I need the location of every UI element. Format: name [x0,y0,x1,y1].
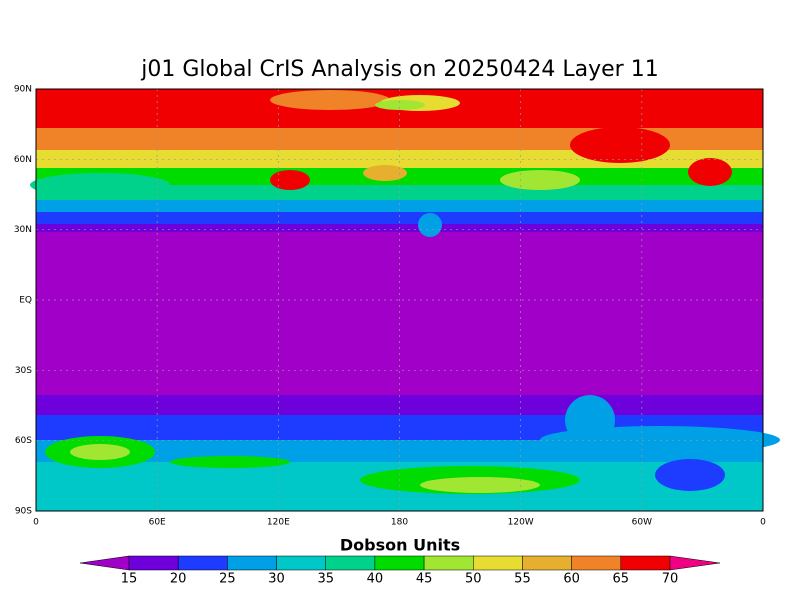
contour-blob [688,158,732,186]
colorbar-tick-label: 70 [662,572,679,587]
colorbar-box [325,555,376,571]
contour-blob [570,127,670,163]
colorbar-label: Dobson Units [340,536,460,555]
colorbar-box [177,555,228,571]
colorbar-tick-label: 60 [563,572,580,587]
colorbar-high-extend [669,555,721,571]
colorbar-box [227,555,277,571]
colorbar-tick-label: 25 [219,572,236,587]
colorbar-box [276,555,326,571]
colorbar-box [571,555,622,571]
contour-blob [270,170,310,190]
lon-label: 120E [267,518,290,528]
colorbar-tick-label: 30 [268,572,285,587]
colorbar: 15 20 25 30 35 40 45 50 55 60 65 70 [79,555,721,587]
contour-blob [70,444,130,460]
contour-blob [418,213,442,237]
colorbar-tick-label: 15 [121,572,138,587]
lat-label: 60S [15,436,32,446]
colorbar-tick-label: 40 [367,572,384,587]
lat-label: EQ [19,296,32,306]
lon-label: 60E [149,518,166,528]
colorbar-tick-label: 50 [465,572,482,587]
colorbar-box [473,555,523,571]
contour-blob [363,165,407,181]
ozone-field [30,89,780,511]
colorbar-box [128,555,179,571]
contour-blob [420,477,540,493]
contour-blob [270,90,390,110]
colorbar-box [423,555,474,571]
contour-blob [655,459,725,491]
contour-blob [565,395,615,445]
contour-blob [170,456,290,468]
lat-label: 90N [14,85,32,95]
lat-label: 30S [15,366,32,376]
contour-band [36,200,763,212]
colorbar-tick-label: 45 [416,572,433,587]
colorbar-tick-label: 65 [613,572,630,587]
map-title: j01 Global CrIS Analysis on 20250424 Lay… [140,57,658,82]
colorbar-low-extend [79,555,130,571]
colorbar-box [374,555,425,571]
contour-blob [375,100,425,110]
lon-label: 60W [632,518,652,528]
lon-label: 180 [391,518,408,528]
lat-label: 30N [14,225,32,235]
contour-band [36,212,763,224]
contour-blob [30,173,170,197]
contour-band [36,395,763,415]
lat-label: 90S [15,507,32,517]
colorbar-tick-label: 20 [170,572,187,587]
contour-blob [500,170,580,190]
colorbar-box [522,555,572,571]
lat-label: 60N [14,155,32,165]
lon-label: 120W [508,518,534,528]
colorbar-box [620,555,671,571]
lon-label: 0 [760,518,766,528]
map-frame [35,88,764,512]
colorbar-tick-label: 35 [317,572,334,587]
contour-band [36,232,763,395]
colorbar-tick-label: 55 [514,572,531,587]
lon-label: 0 [33,518,39,528]
